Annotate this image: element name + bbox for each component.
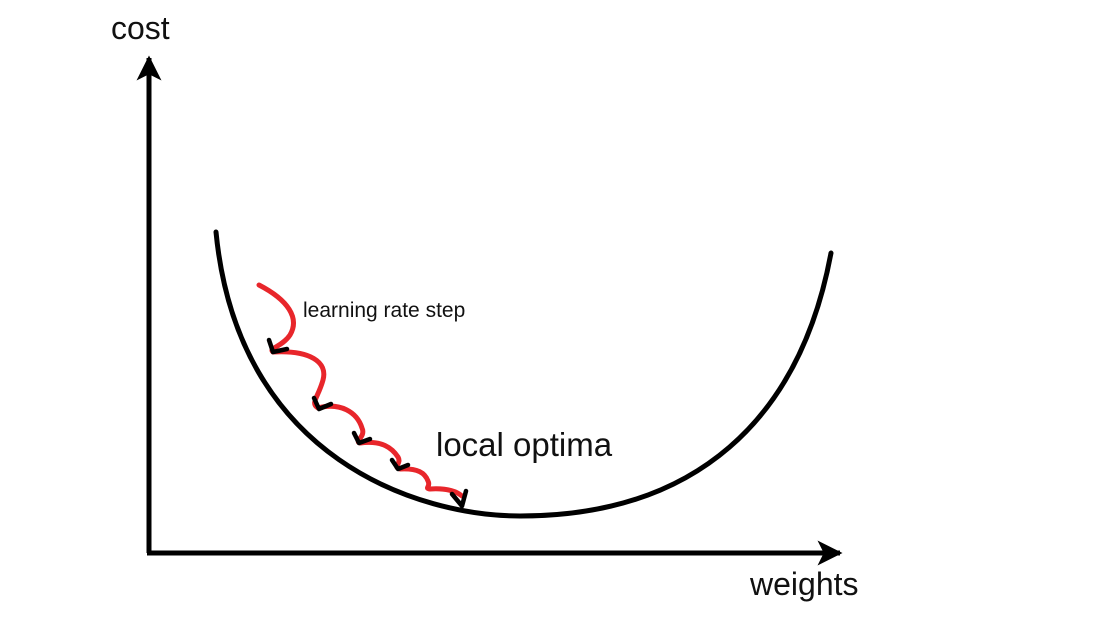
x-axis-label: weights [750, 566, 859, 602]
step-arrowhead-5 [449, 488, 469, 509]
step-arrowhead-2 [311, 395, 334, 412]
step-arrowhead-4 [389, 457, 411, 472]
y-axis-label: cost [111, 10, 170, 46]
step-arrowhead-1 [266, 337, 290, 355]
step-arrowhead-3 [351, 430, 373, 446]
local-optima-label: local optima [436, 426, 613, 463]
learning-rate-step-label: learning rate step [303, 299, 466, 322]
cost-curve [213, 229, 834, 519]
